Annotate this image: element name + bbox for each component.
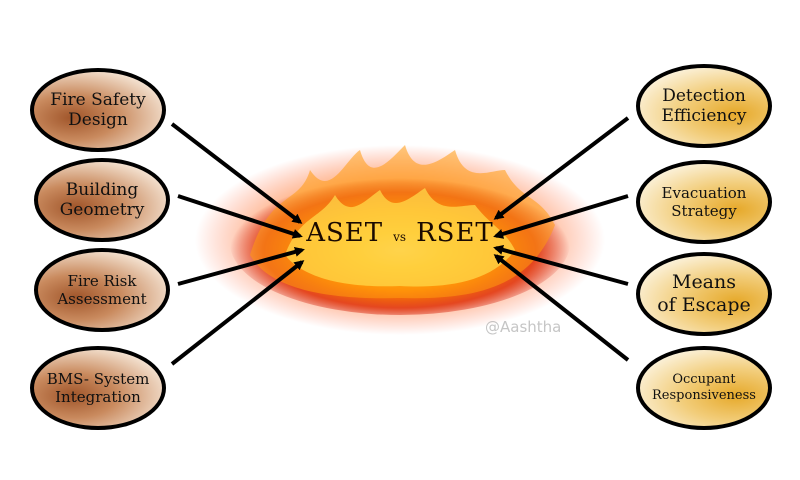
watermark: @Aashtha — [485, 318, 562, 336]
arrow-detection-efficiency — [493, 116, 630, 220]
oval-building-geometry: Building Geometry — [34, 158, 170, 242]
oval-label: Occupant Responsiveness — [652, 372, 756, 403]
oval-label: Fire Risk Assessment — [57, 272, 147, 308]
arrow-bms-system-integration — [170, 260, 305, 366]
oval-evacuation-strategy: Evacuation Strategy — [636, 160, 772, 244]
oval-label: Building Geometry — [59, 179, 145, 220]
arrow-means-of-escape — [493, 245, 629, 286]
oval-detection-efficiency: Detection Efficiency — [636, 64, 772, 148]
fire-graphic — [195, 145, 605, 335]
oval-fire-risk-assessment: Fire Risk Assessment — [34, 248, 170, 332]
oval-occupant-responsiveness: Occupant Responsiveness — [636, 346, 772, 430]
arrow-evacuation-strategy — [493, 194, 629, 239]
aset-label: ASET — [306, 218, 384, 248]
arrow-fire-safety-design — [170, 122, 303, 224]
oval-label: Means of Escape — [657, 271, 751, 316]
oval-label: BMS- System Integration — [46, 370, 150, 406]
aset-vs-rset-title: ASET vs RSET — [300, 218, 500, 268]
arrow-building-geometry — [177, 194, 303, 239]
vs-label: vs — [393, 230, 407, 244]
oval-label: Detection Efficiency — [661, 85, 747, 126]
oval-label: Fire Safety Design — [50, 89, 146, 130]
oval-label: Evacuation Strategy — [661, 184, 747, 220]
arrow-fire-risk-assessment — [177, 247, 305, 286]
arrows — [170, 116, 630, 366]
oval-fire-safety-design: Fire Safety Design — [30, 68, 166, 152]
arrow-occupant-responsiveness — [493, 254, 630, 362]
oval-means-of-escape: Means of Escape — [636, 252, 772, 336]
rset-label: RSET — [416, 218, 494, 248]
oval-bms-system-integration: BMS- System Integration — [30, 346, 166, 430]
